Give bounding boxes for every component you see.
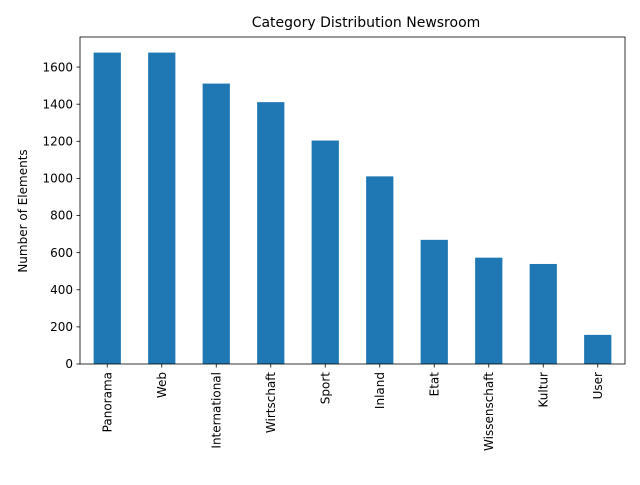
bar-etat [420, 239, 448, 364]
y-axis-label: Number of Elements [16, 149, 30, 272]
y-tick-label: 400 [50, 283, 73, 297]
y-tick-label: 1600 [42, 60, 73, 74]
y-tick-label: 0 [65, 357, 73, 371]
bar-international [202, 83, 230, 364]
y-tick-label: 1000 [42, 172, 73, 186]
y-axis: 0 200 400 600 800 1000 1200 1400 1600 [42, 60, 80, 371]
chart-title: Category Distribution Newsroom [252, 15, 481, 31]
plot-frame [79, 36, 626, 365]
x-axis: Panorama Web International Wirtschaft Sport I… [100, 364, 605, 451]
x-tick-label: User [591, 372, 605, 399]
y-tick-label: 200 [50, 320, 73, 334]
bar-wirtschaft [257, 102, 285, 364]
bar-panorama [93, 52, 121, 364]
x-tick-label: Wissenschaft [482, 372, 496, 451]
x-tick-label: Panorama [100, 372, 114, 432]
bar-wissenschaft [475, 257, 503, 364]
y-tick-label: 1200 [42, 134, 73, 148]
bar-user [584, 334, 612, 364]
y-tick-label: 1400 [42, 97, 73, 111]
bar-kultur [529, 263, 557, 364]
x-tick-label: Web [155, 372, 169, 398]
x-tick-label: International [209, 372, 223, 449]
x-tick-label: Kultur [536, 372, 550, 408]
y-tick-label: 800 [50, 209, 73, 223]
bar-web [148, 52, 176, 364]
bar-sport [311, 140, 339, 364]
x-tick-label: Etat [427, 372, 441, 397]
x-tick-label: Inland [373, 372, 387, 409]
bar-inland [366, 176, 394, 364]
x-tick-label: Wirtschaft [264, 372, 278, 433]
bars-group [93, 52, 612, 364]
y-tick-label: 600 [50, 246, 73, 260]
x-tick-label: Sport [318, 372, 332, 405]
